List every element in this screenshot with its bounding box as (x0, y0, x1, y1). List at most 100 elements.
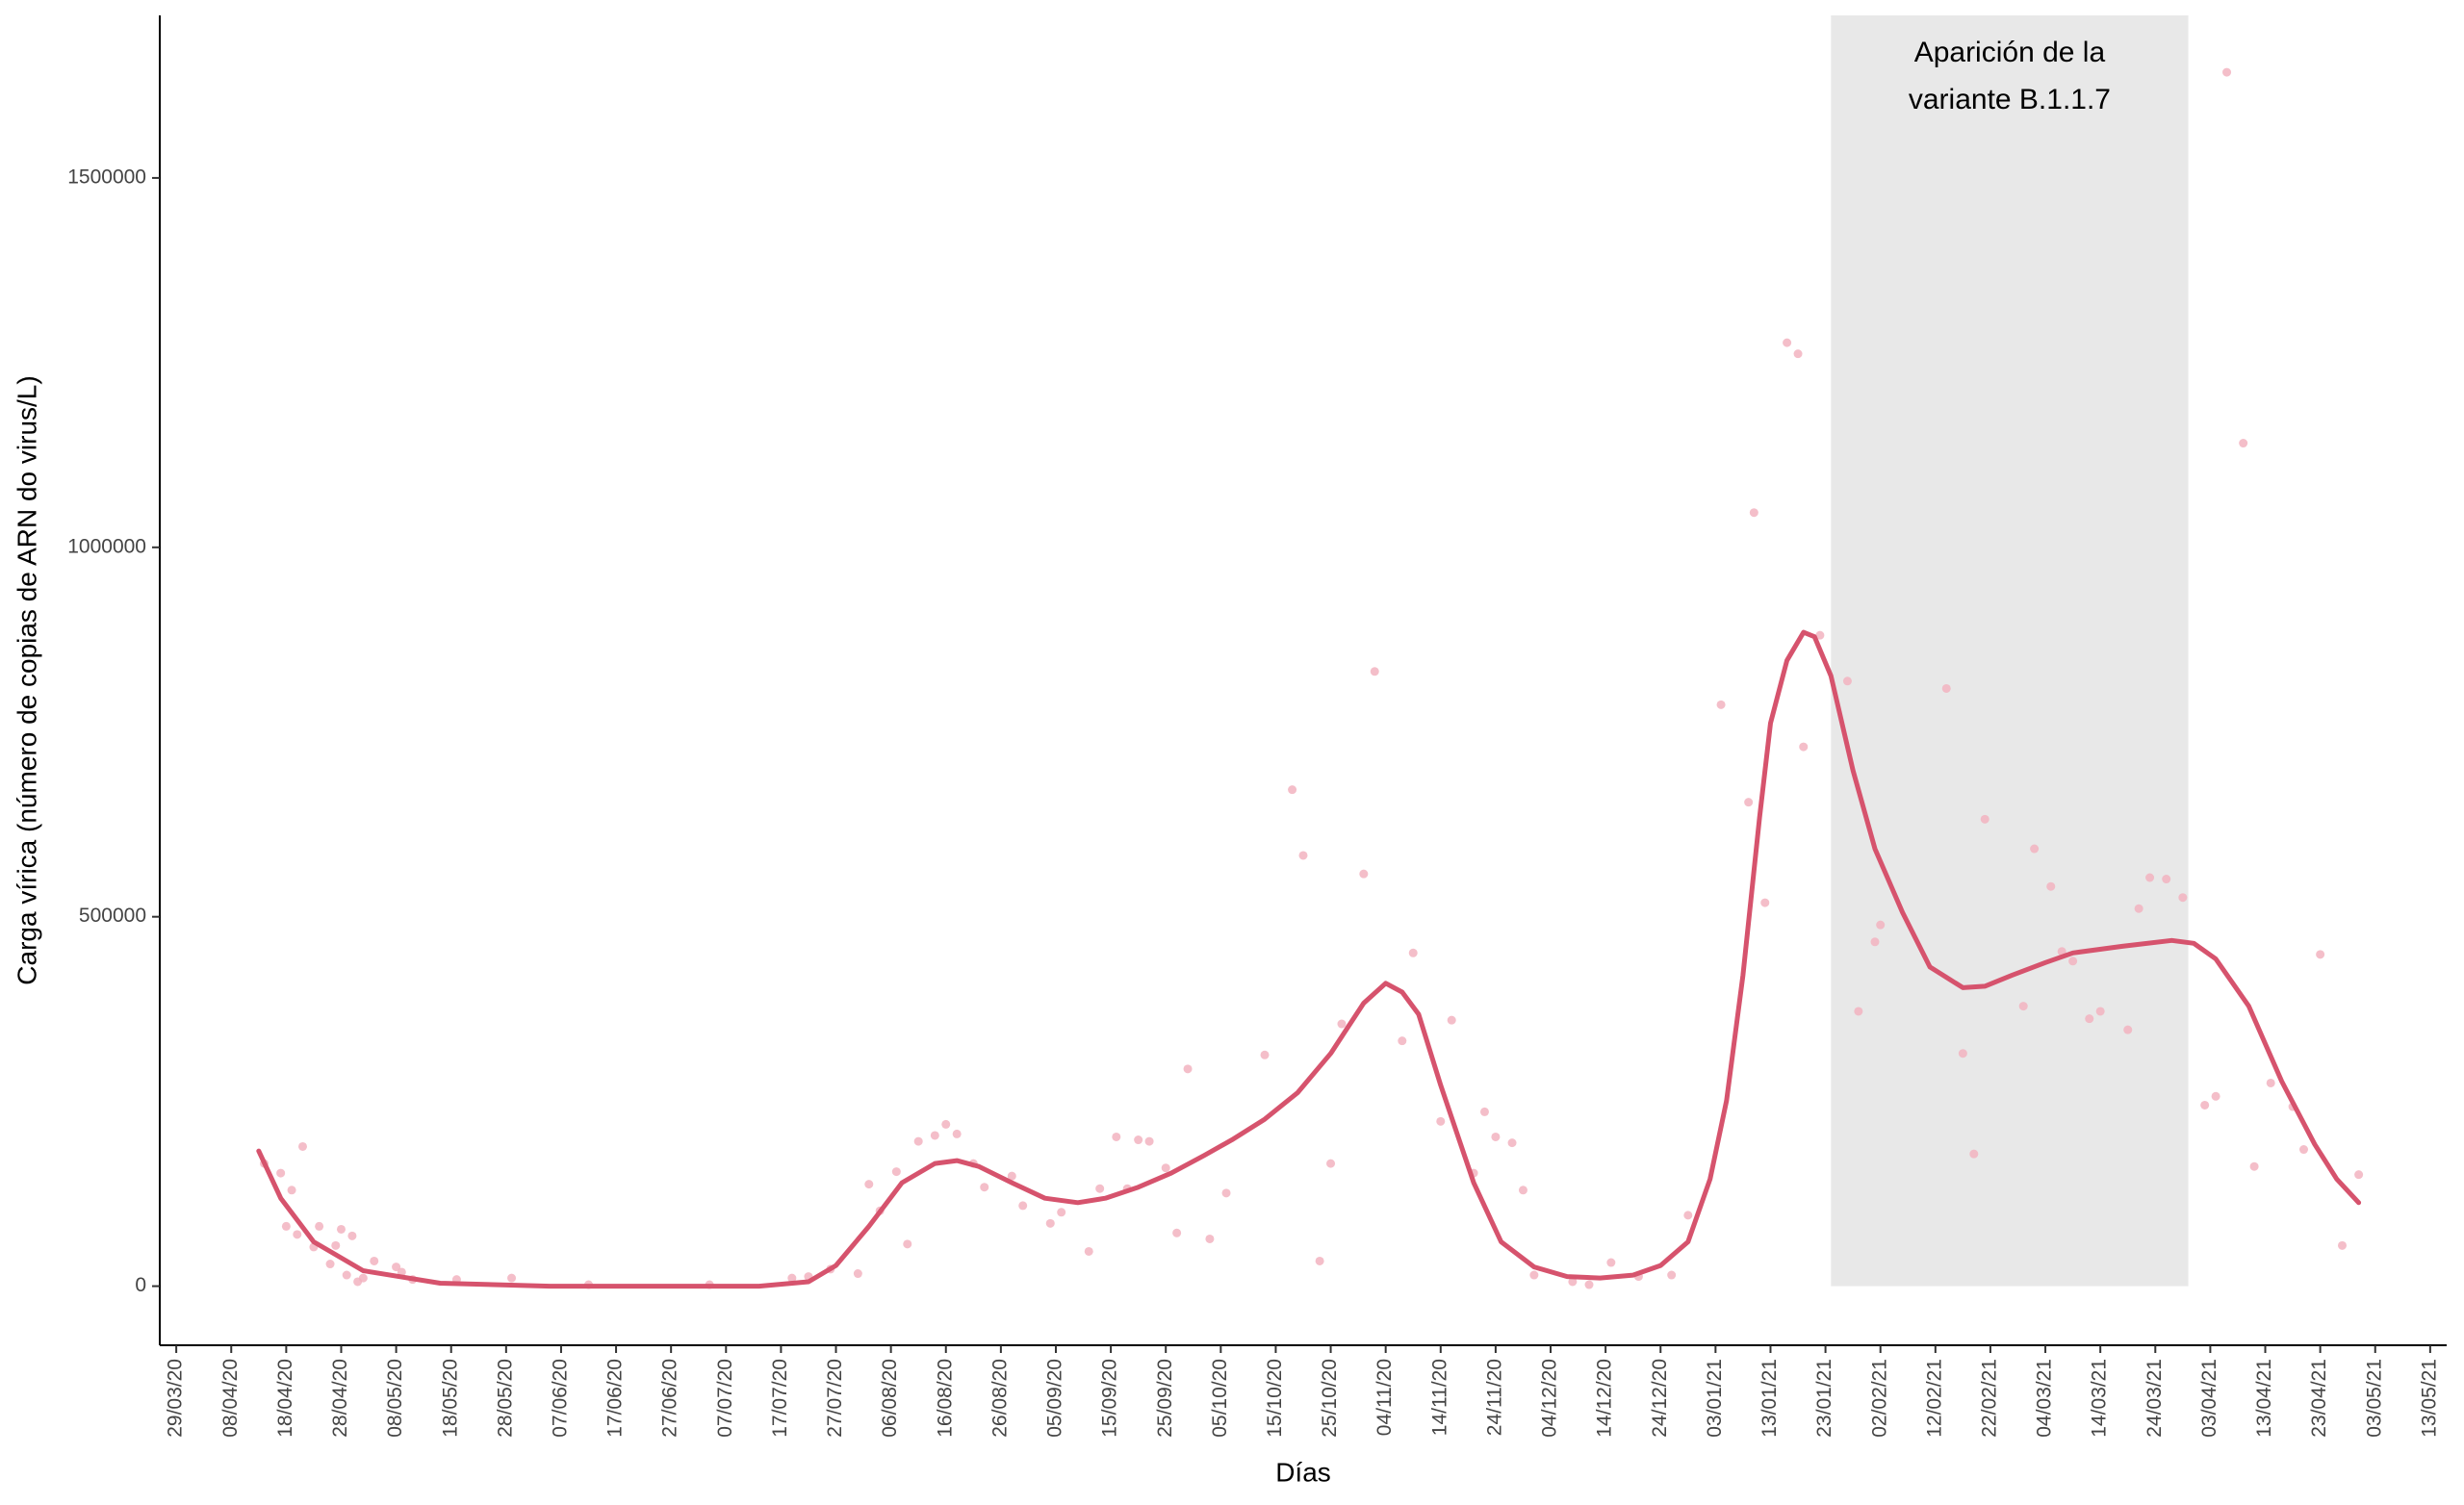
x-tick-label: 24/03/21 (2143, 1359, 2166, 1438)
data-point (1045, 1218, 1055, 1228)
x-axis-title: Días (1275, 1457, 1331, 1487)
x-tick-label: 12/02/21 (1923, 1359, 1945, 1438)
data-point (1842, 676, 1852, 686)
data-point (2239, 439, 2248, 448)
data-point (1760, 898, 1770, 907)
data-point (1749, 508, 1758, 518)
x-tick-label: 07/07/20 (714, 1359, 736, 1438)
data-point (787, 1273, 797, 1283)
data-point (1980, 814, 1989, 824)
data-point (507, 1273, 517, 1283)
data-point (1183, 1064, 1193, 1074)
x-tick-label: 03/05/21 (2363, 1359, 2385, 1438)
y-tick-label: 0 (135, 1274, 146, 1296)
data-point (1941, 683, 1951, 693)
x-tick-label: 03/04/21 (2198, 1359, 2220, 1438)
data-point (325, 1260, 335, 1269)
data-point (1298, 851, 1308, 860)
x-tick-label: 14/03/21 (2089, 1359, 2111, 1438)
data-point (930, 1131, 939, 1140)
data-point (1057, 1208, 1066, 1217)
data-point (1398, 1036, 1407, 1046)
x-tick-label: 28/05/20 (494, 1359, 516, 1438)
data-point (1958, 1049, 1967, 1059)
data-point (1969, 1149, 1979, 1159)
data-point (2337, 1240, 2347, 1250)
data-point (1288, 785, 1297, 795)
data-point (1716, 700, 1726, 709)
x-tick-label: 04/11/20 (1373, 1359, 1396, 1436)
data-point (891, 1167, 901, 1177)
x-tick-label: 08/04/20 (219, 1359, 242, 1438)
x-tick-label: 05/10/20 (1209, 1359, 1231, 1438)
data-point (2134, 904, 2143, 913)
data-point (864, 1180, 874, 1189)
x-tick-label: 13/04/21 (2253, 1359, 2275, 1438)
x-tick-label: 16/08/20 (934, 1359, 956, 1438)
data-point (1084, 1246, 1093, 1256)
data-point (913, 1136, 923, 1146)
data-point (2018, 1002, 2028, 1011)
data-point (1359, 869, 1369, 879)
x-tick-label: 18/05/20 (439, 1359, 461, 1438)
data-point (347, 1231, 357, 1240)
data-point (2145, 873, 2155, 882)
trend-line (256, 629, 2362, 1289)
x-tick-label: 02/02/21 (1868, 1359, 1890, 1438)
data-point (281, 1221, 291, 1231)
data-point (1491, 1132, 1501, 1141)
data-point (315, 1221, 324, 1231)
x-tick-label: 06/08/20 (879, 1359, 901, 1438)
x-tick-label: 07/06/20 (549, 1359, 571, 1438)
data-point (941, 1119, 951, 1129)
annotation: Aparición de la (1914, 37, 2106, 68)
data-point (1315, 1256, 1324, 1265)
data-point (1744, 798, 1754, 807)
data-point (1326, 1159, 1336, 1168)
data-point (2030, 844, 2040, 854)
data-point (1095, 1184, 1105, 1193)
x-tick-label: 08/05/20 (384, 1359, 406, 1438)
data-point (1479, 1107, 1489, 1116)
data-point (342, 1270, 351, 1280)
x-tick-label: 14/12/20 (1594, 1359, 1616, 1438)
y-tick-label: 1000000 (67, 535, 146, 557)
annotation: variante B.1.1.7 (1909, 84, 2111, 115)
data-point (1815, 630, 1825, 640)
data-point (1408, 948, 1418, 957)
x-tick-label: 29/03/20 (165, 1359, 187, 1438)
x-tick-label: 04/03/21 (2034, 1359, 2056, 1438)
data-point (903, 1239, 912, 1249)
data-point (2123, 1025, 2133, 1034)
x-tick-label: 13/01/21 (1758, 1359, 1781, 1438)
data-point (2299, 1145, 2308, 1155)
x-tick-label: 25/10/20 (1319, 1359, 1341, 1438)
data-point (336, 1224, 346, 1234)
data-point (1870, 937, 1880, 947)
data-point (1667, 1270, 1677, 1280)
data-point (1518, 1186, 1527, 1195)
y-axis-title: Carga vírica (número de copias de ARN do… (12, 375, 41, 984)
x-tick-label: 23/01/21 (1813, 1359, 1835, 1438)
x-tick-label: 04/12/20 (1539, 1359, 1561, 1438)
data-point (1606, 1258, 1616, 1267)
x-tick-label: 26/08/20 (988, 1359, 1011, 1438)
data-point (1507, 1138, 1517, 1148)
x-tick-label: 17/07/20 (769, 1359, 791, 1438)
x-tick-label: 27/07/20 (824, 1359, 846, 1438)
data-point (1221, 1188, 1231, 1198)
data-point (1529, 1270, 1539, 1280)
data-point (1683, 1211, 1693, 1220)
x-tick-label: 28/04/20 (329, 1359, 351, 1438)
x-tick-label: 03/01/21 (1704, 1359, 1726, 1438)
shaded-region (1831, 15, 2189, 1287)
data-point (2068, 957, 2078, 966)
data-point (1134, 1135, 1143, 1145)
data-point (1783, 338, 1792, 347)
data-point (1854, 1007, 1863, 1016)
x-tick-label: 05/09/20 (1044, 1359, 1066, 1438)
data-point (392, 1263, 401, 1272)
x-tick-label: 13/05/21 (2418, 1359, 2440, 1438)
data-point (853, 1269, 862, 1279)
data-point (2046, 881, 2056, 891)
